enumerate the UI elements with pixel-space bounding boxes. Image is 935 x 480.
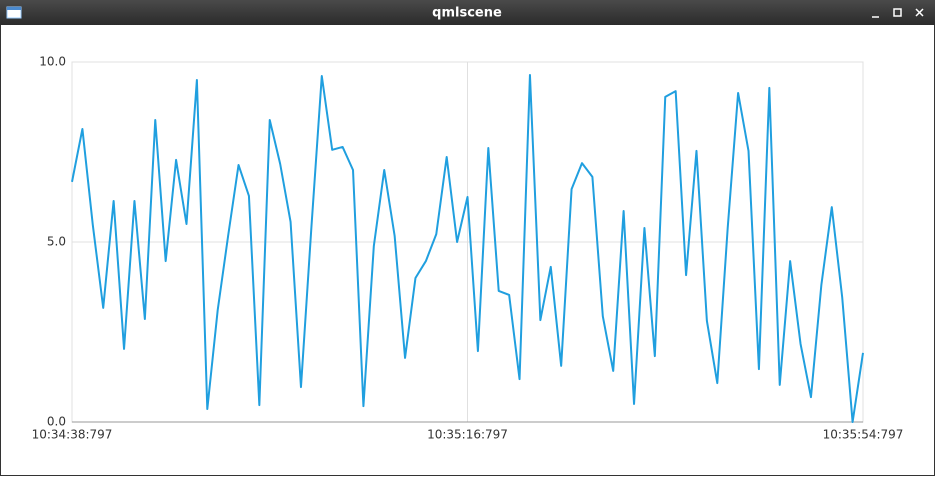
y-tick-label: 0.0 [47, 415, 66, 429]
maximize-button[interactable] [893, 8, 902, 17]
close-button[interactable] [915, 8, 924, 17]
data-line [71, 73, 864, 423]
plot-area: 0.0 5.0 10.0 10:34:38:797 10:35:16:797 10:35:… [32, 55, 904, 442]
x-tick-label: 10:34:38:797 [32, 428, 113, 442]
window-title: qmlscene [432, 6, 502, 21]
y-tick-label: 5.0 [47, 235, 66, 249]
x-tick-label: 10:35:16:797 [427, 428, 508, 442]
app-icon [6, 6, 22, 19]
y-tick-label: 10.0 [39, 55, 66, 69]
x-tick-label: 10:35:54:797 [823, 428, 904, 442]
title-bar [0, 0, 935, 25]
